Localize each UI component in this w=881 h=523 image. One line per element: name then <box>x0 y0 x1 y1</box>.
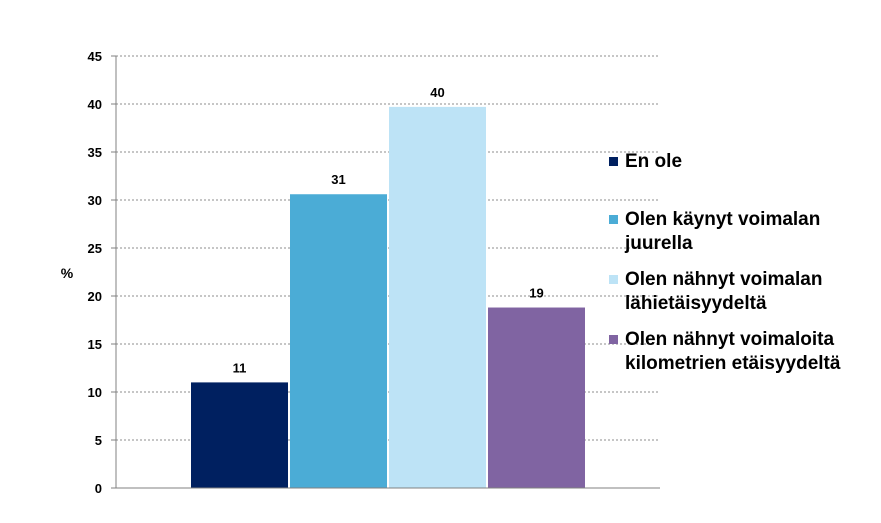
legend-item: En ole <box>609 150 682 174</box>
y-axis-ticks: 0 5 10 15 20 25 30 35 40 45 <box>88 49 116 496</box>
legend-swatch <box>609 335 618 344</box>
legend-label: lähietäisyydeltä <box>625 293 767 314</box>
legend-swatch <box>609 157 618 166</box>
data-label: 40 <box>430 85 444 100</box>
legend-label: En ole <box>625 151 683 172</box>
y-tick-label: 25 <box>88 241 102 256</box>
y-tick-label: 15 <box>88 337 102 352</box>
bar <box>488 307 585 488</box>
y-tick-label: 10 <box>88 385 102 400</box>
legend-swatch <box>609 275 618 284</box>
legend-label: juurella <box>625 233 693 254</box>
legend-item: Olen nähnyt voimalan lähietäisyydeltä <box>609 268 822 316</box>
legend-label: Olen nähnyt voimalan <box>625 269 823 290</box>
data-label: 19 <box>529 286 543 301</box>
y-tick-label: 40 <box>88 97 102 112</box>
legend-item: Olen käynyt voimalan juurella <box>609 208 820 256</box>
y-tick-label: 0 <box>95 481 102 496</box>
y-axis-label: % <box>61 265 74 281</box>
y-tick-label: 45 <box>88 49 102 64</box>
bar <box>290 194 387 489</box>
legend-label: Olen käynyt voimalan <box>625 209 821 230</box>
legend-item: Olen nähnyt voimaloita kilometrien etäisy… <box>609 328 840 376</box>
data-label: 31 <box>331 172 345 187</box>
legend-swatch <box>609 215 618 224</box>
data-label: 11 <box>233 360 247 375</box>
bar <box>191 382 288 488</box>
bars-group: 11 31 40 19 <box>191 85 585 489</box>
legend-label: Olen nähnyt voimaloita <box>625 329 835 350</box>
y-tick-label: 30 <box>88 193 102 208</box>
y-tick-label: 5 <box>95 433 102 448</box>
legend-label: kilometrien etäisyydeltä <box>625 353 841 374</box>
bar <box>389 106 486 488</box>
y-tick-label: 20 <box>88 289 102 304</box>
y-tick-label: 35 <box>88 145 102 160</box>
